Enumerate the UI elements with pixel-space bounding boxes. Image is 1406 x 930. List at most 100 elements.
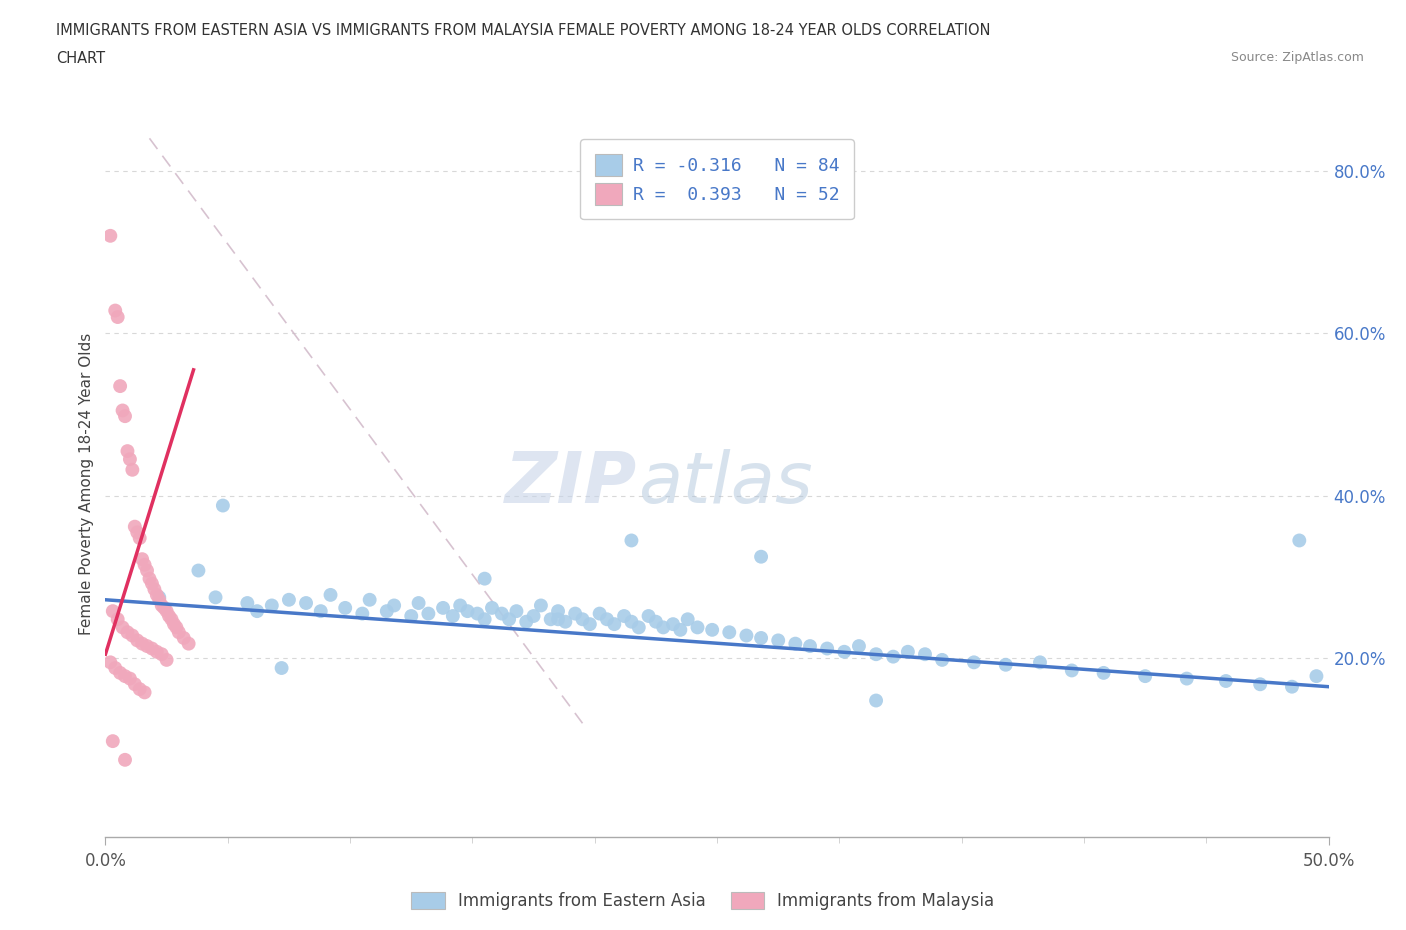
Point: [1215, 673, 1237, 688]
Point: [131, 551, 153, 566]
Text: Source: ZipAtlas.com: Source: ZipAtlas.com: [1230, 51, 1364, 64]
Point: [124, 519, 146, 534]
Point: [118, 671, 141, 686]
Point: [335, 601, 357, 616]
Point: [547, 604, 569, 618]
Point: [1249, 677, 1271, 692]
Point: [352, 606, 374, 621]
Point: [359, 592, 381, 607]
Point: [474, 571, 496, 586]
Point: [156, 653, 179, 668]
Point: [160, 612, 183, 627]
Point: [98, 655, 121, 670]
Point: [579, 617, 602, 631]
Point: [173, 631, 195, 645]
Point: [449, 598, 471, 613]
Point: [491, 606, 513, 621]
Point: [702, 622, 724, 637]
Point: [150, 598, 173, 613]
Point: [1288, 533, 1310, 548]
Point: [686, 620, 709, 635]
Point: [637, 608, 659, 623]
Point: [101, 604, 124, 618]
Point: [146, 644, 169, 659]
Point: [571, 612, 593, 627]
Point: [114, 752, 136, 767]
Point: [375, 604, 398, 618]
Point: [652, 620, 675, 635]
Point: [107, 612, 129, 627]
Point: [1029, 655, 1052, 670]
Point: [588, 606, 610, 621]
Text: CHART: CHART: [56, 51, 105, 66]
Point: [457, 604, 479, 618]
Point: [1133, 669, 1156, 684]
Point: [204, 590, 226, 604]
Point: [134, 557, 156, 572]
Point: [401, 608, 423, 623]
Point: [994, 658, 1017, 672]
Point: [138, 571, 160, 586]
Text: atlas: atlas: [637, 449, 813, 518]
Point: [141, 641, 163, 656]
Point: [768, 633, 790, 648]
Point: [865, 693, 887, 708]
Point: [1060, 663, 1083, 678]
Point: [165, 620, 187, 635]
Point: [441, 608, 464, 623]
Legend: Immigrants from Eastern Asia, Immigrants from Malaysia: Immigrants from Eastern Asia, Immigrants…: [405, 885, 1001, 917]
Point: [177, 636, 200, 651]
Point: [603, 617, 626, 631]
Point: [382, 598, 405, 613]
Point: [554, 615, 576, 630]
Point: [865, 646, 887, 661]
Point: [832, 644, 855, 659]
Point: [114, 669, 136, 684]
Point: [963, 655, 986, 670]
Point: [432, 601, 454, 616]
Point: [481, 601, 503, 616]
Y-axis label: Female Poverty Among 18-24 Year Olds: Female Poverty Among 18-24 Year Olds: [79, 333, 94, 635]
Point: [295, 595, 318, 610]
Point: [167, 625, 190, 640]
Point: [246, 604, 269, 618]
Point: [156, 604, 179, 618]
Point: [676, 612, 699, 627]
Point: [718, 625, 741, 640]
Point: [530, 598, 553, 613]
Point: [141, 576, 163, 591]
Point: [101, 734, 124, 749]
Point: [897, 644, 920, 659]
Point: [136, 639, 159, 654]
Point: [547, 612, 569, 627]
Point: [662, 617, 685, 631]
Point: [121, 462, 143, 477]
Point: [104, 660, 127, 675]
Point: [620, 533, 643, 548]
Point: [260, 598, 283, 613]
Point: [131, 636, 153, 651]
Point: [143, 582, 166, 597]
Point: [1305, 669, 1327, 684]
Point: [1281, 679, 1303, 694]
Point: [474, 612, 496, 627]
Point: [1175, 671, 1198, 686]
Point: [669, 622, 692, 637]
Point: [522, 608, 544, 623]
Point: [117, 444, 139, 458]
Text: IMMIGRANTS FROM EASTERN ASIA VS IMMIGRANTS FROM MALAYSIA FEMALE POVERTY AMONG 18: IMMIGRANTS FROM EASTERN ASIA VS IMMIGRAN…: [56, 23, 991, 38]
Point: [278, 592, 301, 607]
Point: [148, 590, 170, 604]
Point: [236, 595, 259, 610]
Point: [134, 685, 156, 700]
Text: ZIP: ZIP: [505, 449, 637, 518]
Point: [108, 379, 131, 393]
Point: [319, 588, 342, 603]
Point: [799, 639, 821, 654]
Point: [111, 403, 134, 418]
Point: [121, 628, 143, 643]
Point: [309, 604, 332, 618]
Point: [735, 628, 758, 643]
Point: [124, 677, 146, 692]
Point: [111, 620, 134, 635]
